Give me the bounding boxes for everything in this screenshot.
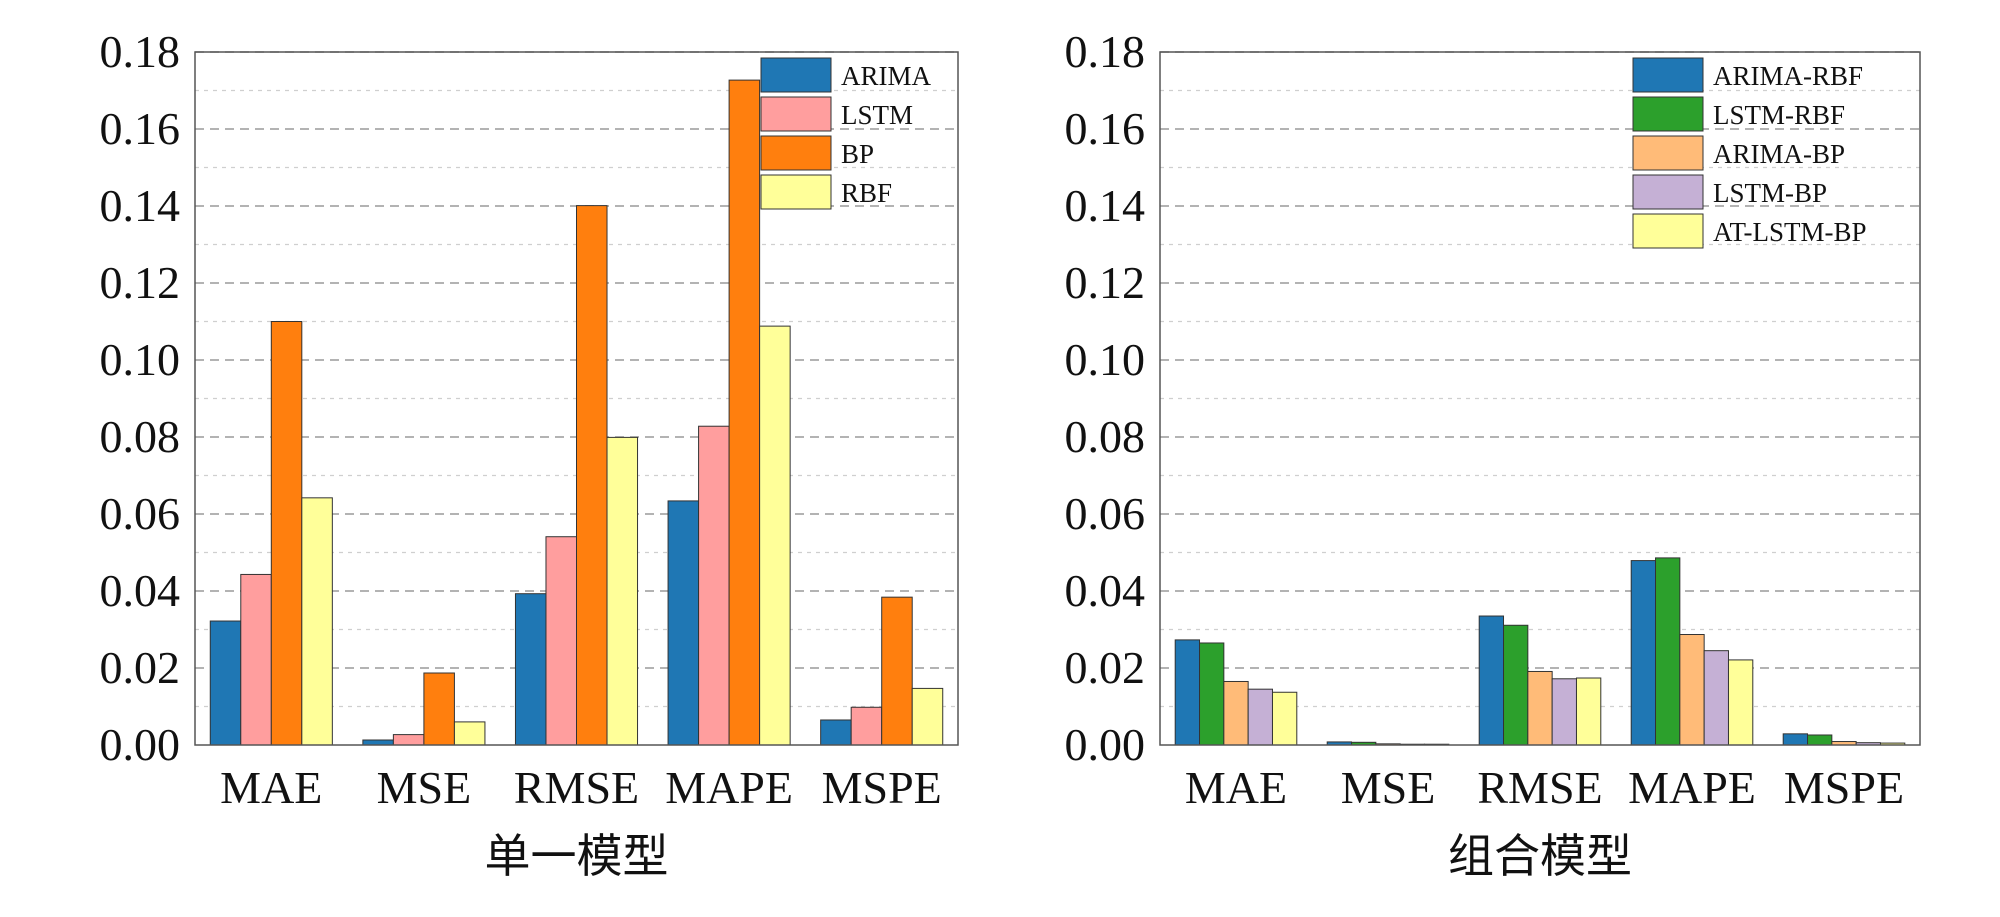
bar-arima-rbf-mae [1174, 639, 1201, 746]
y-tick-label: 0.02 [100, 642, 181, 693]
legend-swatch [760, 57, 832, 93]
legend-swatch [760, 174, 832, 210]
y-tick-label: 0.08 [100, 411, 181, 462]
legend-label: LSTM [841, 100, 913, 130]
legend-label: ARIMA [841, 61, 932, 91]
bar-lstm-mspe [850, 706, 883, 746]
y-tick-label: 0.14 [1065, 180, 1146, 231]
y-tick-label: 0.06 [100, 488, 181, 539]
legend-label: BP [841, 139, 874, 169]
x-category-label: MAE [1185, 762, 1287, 813]
y-tick-label: 0.06 [1065, 488, 1146, 539]
bar-rbf-mse [453, 721, 486, 746]
legend-swatch [1632, 135, 1704, 171]
legend-swatch [1632, 213, 1704, 249]
legend-swatch [760, 96, 832, 132]
x-axis-title: 单一模型 [485, 829, 669, 883]
bar-arima-rbf-mape [1630, 560, 1657, 746]
bar-rbf-mspe [911, 687, 944, 746]
plot-frame [1159, 51, 1921, 746]
y-tick-label: 0.14 [100, 180, 181, 231]
bar-bp-mae [270, 321, 303, 746]
bar-lstm-bp-mape [1703, 650, 1729, 746]
legend-swatch [1632, 96, 1704, 132]
bar-arima-rmse [514, 593, 547, 746]
legend: ARIMA-RBF LSTM-RBF ARIMA-BP LSTM-BP AT-LSTM-… [1632, 57, 1867, 249]
bar-arima-mape [667, 500, 700, 746]
bar-rbf-rmse [606, 436, 639, 746]
y-tick-label: 0.00 [100, 719, 181, 770]
bar-arima-bp-mae [1223, 680, 1249, 746]
bar-lstm-mape [698, 425, 730, 746]
y-tick-label: 0.12 [100, 257, 181, 308]
y-tick-label: 0.04 [1065, 565, 1146, 616]
single-model-panel: 0.00 0.02 0.04 0.06 0.08 0.10 0.12 0.14 0.16 0.18… [100, 26, 959, 883]
y-tick-label: 0.04 [100, 565, 181, 616]
bar-at-lstm-bp-mape [1727, 659, 1754, 746]
y-tick-label: 0.10 [100, 334, 181, 385]
legend-label: RBF [841, 178, 892, 208]
legend-swatch [1632, 57, 1704, 93]
bar-arima-bp-rmse [1527, 670, 1553, 746]
y-tick-label: 0.12 [1065, 257, 1146, 308]
combined-model-panel: 0.00 0.02 0.04 0.06 0.08 0.10 0.12 0.14 0.16 0.18… [1065, 26, 1921, 883]
bar-arima-bp-mape [1679, 634, 1705, 746]
x-category-label: MAPE [665, 762, 793, 813]
y-tick-label: 0.18 [1065, 26, 1146, 77]
bar-lstm-mae [240, 573, 272, 746]
x-axis-title: 组合模型 [1448, 829, 1632, 883]
bar-arima-mse [362, 739, 394, 746]
bar-at-lstm-bp-mae [1271, 691, 1298, 746]
bar-arima-rbf-mspe [1782, 733, 1809, 746]
bar-bp-rmse [576, 205, 608, 746]
bar-at-lstm-bp-rmse [1575, 677, 1602, 746]
legend-label: ARIMA-BP [1713, 139, 1845, 169]
legend: ARIMA LSTM BP RBF [760, 57, 932, 210]
legend-label: AT-LSTM-BP [1713, 217, 1867, 247]
x-category-label: RMSE [514, 762, 639, 813]
x-category-label: MSE [1341, 762, 1436, 813]
bar-lstm-rmse [545, 536, 577, 746]
x-category-label: MSPE [822, 762, 942, 813]
legend-label: ARIMA-RBF [1713, 61, 1863, 91]
legend-swatch [760, 135, 832, 171]
bar-arima-mspe [820, 719, 852, 746]
y-tick-label: 0.00 [1065, 719, 1146, 770]
x-category-label: MSE [377, 762, 472, 813]
plot-frame [194, 51, 959, 746]
bar-rbf-mape [759, 325, 791, 746]
bar-lstm-bp-rmse [1551, 678, 1577, 746]
bar-lstm-mse [392, 734, 425, 746]
y-tick-label: 0.08 [1065, 411, 1146, 462]
bar-rbf-mae [301, 497, 333, 746]
y-tick-label: 0.02 [1065, 642, 1146, 693]
bar-lstm-rbf-rmse [1503, 624, 1529, 746]
x-category-label: MSPE [1784, 762, 1904, 813]
bar-bp-mse [423, 672, 455, 746]
legend-label: LSTM-BP [1713, 178, 1827, 208]
x-category-label: RMSE [1477, 762, 1602, 813]
y-tick-label: 0.18 [100, 26, 181, 77]
bar-lstm-rbf-mspe [1807, 734, 1833, 746]
y-tick-label: 0.16 [1065, 103, 1146, 154]
y-tick-label: 0.16 [100, 103, 181, 154]
bar-lstm-rbf-mae [1199, 642, 1225, 746]
x-category-label: MAPE [1628, 762, 1756, 813]
legend-label: LSTM-RBF [1713, 100, 1845, 130]
x-category-label: MAE [220, 762, 322, 813]
bar-bp-mspe [881, 596, 913, 746]
bar-arima-mae [209, 620, 242, 746]
bar-arima-rbf-rmse [1478, 615, 1505, 746]
bar-lstm-bp-mae [1247, 688, 1273, 746]
legend-swatch [1632, 174, 1704, 210]
y-tick-label: 0.10 [1065, 334, 1146, 385]
bar-bp-mape [728, 79, 761, 746]
bar-lstm-rbf-mape [1655, 557, 1681, 746]
